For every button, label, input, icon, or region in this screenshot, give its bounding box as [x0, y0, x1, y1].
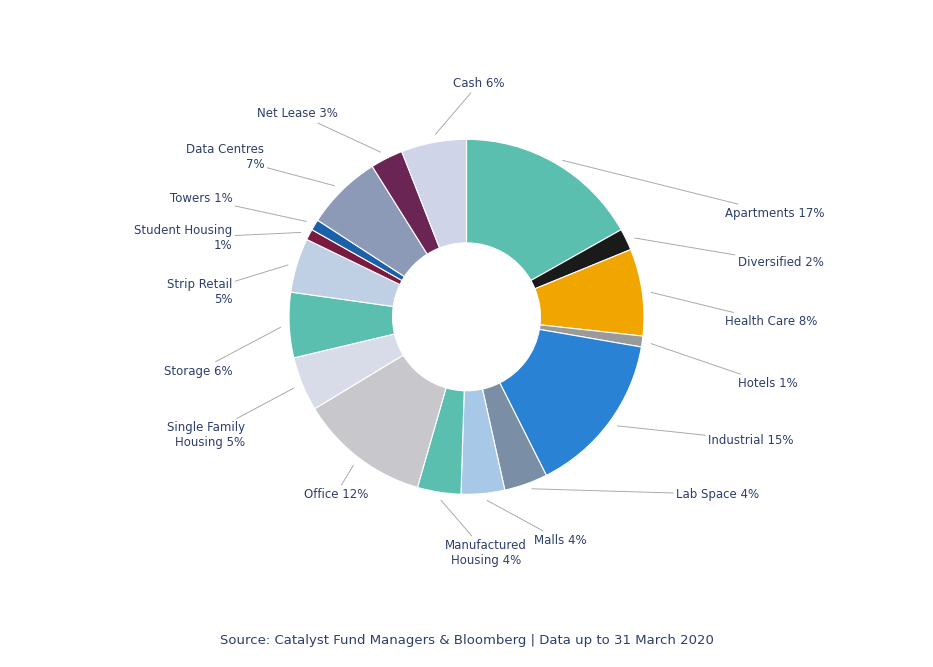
Wedge shape: [531, 229, 631, 289]
Text: Diversified 2%: Diversified 2%: [634, 238, 824, 269]
Wedge shape: [500, 329, 641, 476]
Text: Malls 4%: Malls 4%: [487, 500, 587, 547]
Text: Office 12%: Office 12%: [303, 466, 368, 501]
Wedge shape: [539, 325, 643, 347]
Text: Single Family
Housing 5%: Single Family Housing 5%: [166, 388, 294, 449]
Wedge shape: [294, 334, 403, 409]
Wedge shape: [291, 239, 400, 307]
Text: Source: Catalyst Fund Managers & Bloomberg | Data up to 31 March 2020: Source: Catalyst Fund Managers & Bloombe…: [219, 634, 714, 647]
Text: Strip Retail
5%: Strip Retail 5%: [167, 265, 288, 306]
Wedge shape: [402, 139, 466, 248]
Wedge shape: [461, 389, 505, 494]
Text: Hotels 1%: Hotels 1%: [651, 344, 798, 390]
Text: Manufactured
Housing 4%: Manufactured Housing 4%: [441, 500, 527, 567]
Wedge shape: [312, 220, 405, 281]
Text: Towers 1%: Towers 1%: [170, 192, 306, 221]
Wedge shape: [314, 355, 446, 488]
Text: Student Housing
1%: Student Housing 1%: [134, 224, 300, 252]
Wedge shape: [535, 249, 644, 336]
Text: Industrial 15%: Industrial 15%: [618, 426, 794, 447]
Text: Data Centres
7%: Data Centres 7%: [187, 143, 335, 186]
Text: Health Care 8%: Health Care 8%: [651, 292, 817, 328]
Wedge shape: [417, 388, 465, 494]
Wedge shape: [289, 292, 395, 358]
Text: Net Lease 3%: Net Lease 3%: [258, 107, 381, 152]
Text: Cash 6%: Cash 6%: [436, 77, 505, 135]
Wedge shape: [466, 139, 621, 281]
Wedge shape: [317, 167, 427, 277]
Wedge shape: [372, 151, 439, 254]
Text: Storage 6%: Storage 6%: [163, 327, 281, 378]
Text: Apartments 17%: Apartments 17%: [563, 160, 825, 220]
Text: Lab Space 4%: Lab Space 4%: [532, 488, 759, 501]
Wedge shape: [482, 383, 547, 490]
Wedge shape: [307, 229, 402, 285]
